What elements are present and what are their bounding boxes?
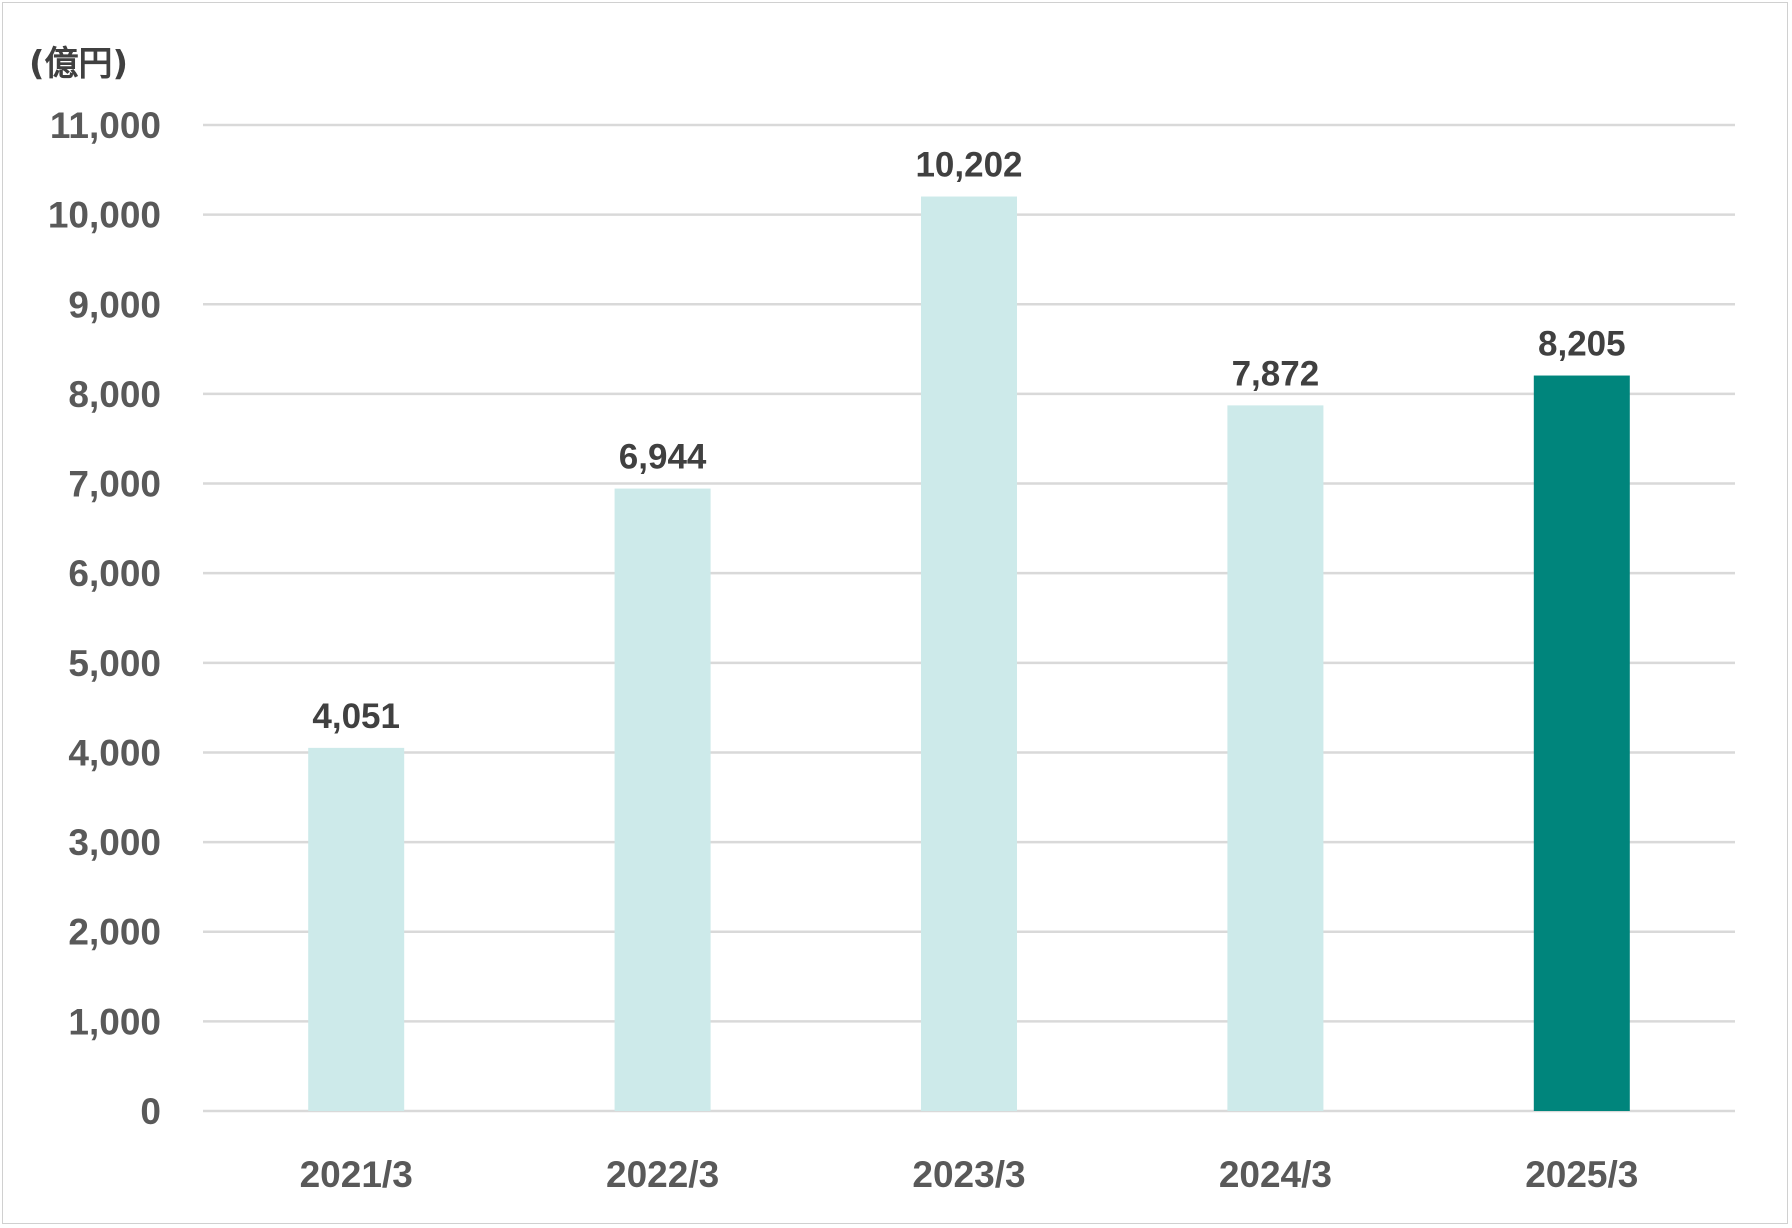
data-label: 8,205 [1538,325,1626,364]
data-label: 10,202 [915,146,1022,185]
y-tick-label: 7,000 [68,464,161,505]
data-label: 6,944 [619,438,707,477]
y-tick-label: 1,000 [68,1001,161,1042]
y-axis-ticks: 0 1,000 2,000 3,000 4,000 5,000 6,000 7,000 8,00… [48,105,161,1132]
y-tick-label: 3,000 [68,822,161,863]
bar [1533,375,1630,1111]
y-tick-label: 5,000 [68,643,161,684]
x-tick-label: 2024/3 [1219,1154,1332,1195]
bars [308,196,1630,1112]
data-label: 4,051 [312,697,400,736]
bar [308,747,405,1111]
x-tick-label: 2022/3 [606,1154,719,1195]
bar-chart: (億円) 0 1,000 2,000 3,000 4,000 5,000 6,000 7,00… [29,44,1735,1195]
x-tick-label: 2025/3 [1525,1154,1638,1195]
y-tick-label: 4,000 [68,732,161,773]
data-label: 7,872 [1232,354,1320,393]
y-tick-label: 2,000 [68,912,161,953]
data-labels: 4,051 6,944 10,202 7,872 8,205 [312,146,1625,736]
x-axis-ticks: 2021/3 2022/3 2023/3 2024/3 2025/3 [300,1154,1639,1195]
y-axis-unit-label: (億円) [29,44,128,84]
x-tick-label: 2023/3 [912,1154,1025,1195]
y-tick-label: 0 [140,1091,161,1132]
y-tick-label: 6,000 [68,553,161,594]
x-tick-label: 2021/3 [300,1154,413,1195]
bar [614,488,711,1112]
y-tick-label: 10,000 [48,195,161,236]
y-tick-label: 8,000 [68,374,161,415]
y-tick-label: 11,000 [50,105,161,146]
bar [921,196,1017,1112]
bar [1227,405,1324,1111]
y-tick-label: 9,000 [68,284,161,325]
